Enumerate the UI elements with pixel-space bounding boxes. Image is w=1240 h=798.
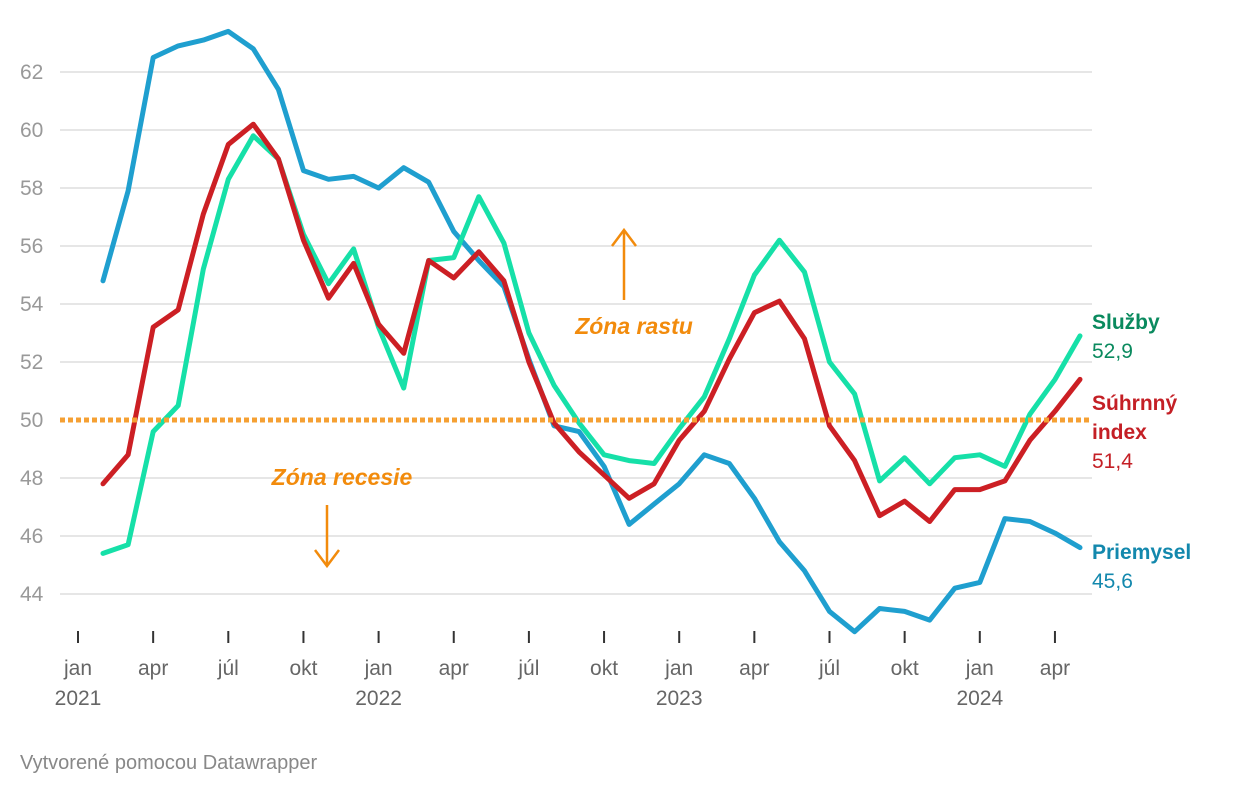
y-tick-label: 46 xyxy=(20,525,43,548)
annotation-arrow-head xyxy=(314,549,340,569)
series-line-služby xyxy=(100,133,1083,556)
x-tick-label: jan xyxy=(965,657,994,680)
y-axis: 44 46 48 50 52 54 56 58 60 62 xyxy=(20,61,44,606)
x-tick-label: apr xyxy=(439,657,469,680)
x-tick-label: jan xyxy=(63,657,92,680)
chart-credit: Vytvorené pomocou Datawrapper xyxy=(20,752,318,774)
x-tick-label: júl xyxy=(217,657,239,680)
y-tick-label: 60 xyxy=(20,119,43,142)
series-name-label: index xyxy=(1092,421,1147,444)
x-year-label: 2023 xyxy=(656,687,703,710)
annotation-text: Zóna rastu xyxy=(574,313,693,339)
x-tick-label: okt xyxy=(289,657,317,680)
annotation-arrow-head xyxy=(611,227,637,247)
x-year-label: 2022 xyxy=(355,687,402,710)
y-tick-label: 52 xyxy=(20,351,43,374)
y-tick-label: 54 xyxy=(20,293,44,316)
series-value-label: 51,4 xyxy=(1092,450,1133,473)
grid-lines xyxy=(60,71,1092,595)
x-tick-label: júl xyxy=(818,657,840,680)
series-name-label: Služby xyxy=(1092,311,1160,334)
series-value-label: 45,6 xyxy=(1092,570,1133,593)
annotation-text: Zóna recesie xyxy=(271,464,413,490)
x-tick-label: apr xyxy=(739,657,769,680)
series-line-súhrnný-index xyxy=(100,121,1083,524)
x-axis: jan 2021 apr júl okt jan 2022 apr júl okt jan 2023 a… xyxy=(55,631,1070,710)
x-tick-label: apr xyxy=(138,657,168,680)
series-value-label: 52,9 xyxy=(1092,340,1133,363)
y-tick-label: 58 xyxy=(20,177,43,200)
annotations: Zóna rastu Zóna recesie xyxy=(271,227,693,569)
y-tick-label: 50 xyxy=(20,409,43,432)
x-year-label: 2024 xyxy=(956,687,1003,710)
y-tick-label: 48 xyxy=(20,467,43,490)
series-lines xyxy=(100,28,1083,635)
y-tick-label: 62 xyxy=(20,61,43,84)
x-year-label: 2021 xyxy=(55,687,102,710)
x-tick-label: apr xyxy=(1040,657,1070,680)
x-tick-label: okt xyxy=(590,657,618,680)
series-name-label: Priemysel xyxy=(1092,541,1191,564)
y-tick-label: 44 xyxy=(20,583,44,606)
x-tick-label: jan xyxy=(364,657,393,680)
series-name-label: Súhrnný xyxy=(1092,392,1177,415)
series-end-labels: Priemysel 45,6 Služby 52,9 Súhrnný index 51,4 xyxy=(1092,311,1191,593)
x-tick-label: júl xyxy=(517,657,539,680)
x-tick-label: okt xyxy=(891,657,919,680)
series-line-priemysel xyxy=(100,28,1083,635)
x-tick-label: jan xyxy=(664,657,693,680)
y-tick-label: 56 xyxy=(20,235,43,258)
